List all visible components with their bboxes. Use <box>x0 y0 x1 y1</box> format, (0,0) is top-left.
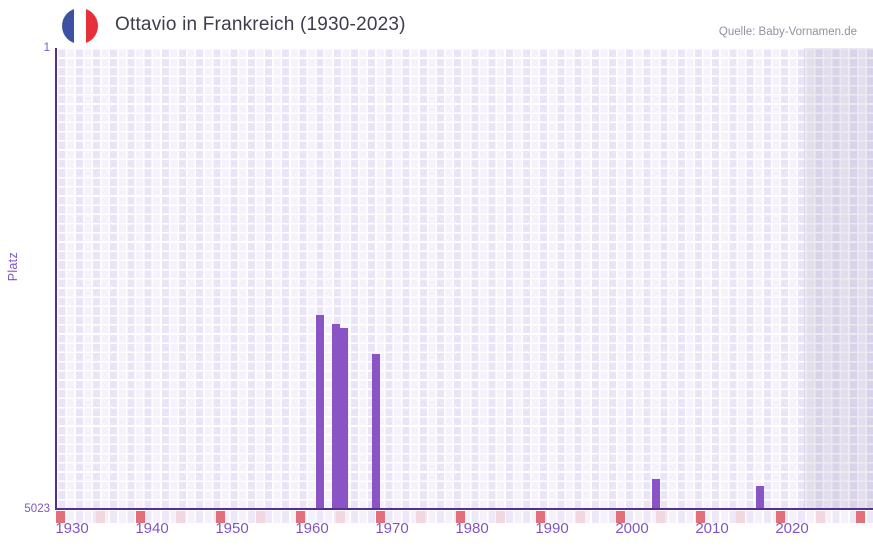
decade-tick-mark <box>695 511 705 523</box>
half-decade-tick-mark <box>415 511 425 523</box>
y-axis-line <box>55 48 57 510</box>
decade-tick-mark <box>135 511 145 523</box>
x-tick-label-1960: 1960 <box>295 520 329 537</box>
plot-area[interactable] <box>57 48 873 508</box>
x-tick-label-2000: 2000 <box>615 520 649 537</box>
half-decade-tick-mark <box>815 511 825 523</box>
decade-tick-mark <box>535 511 545 523</box>
x-tick-label-2010: 2010 <box>695 520 729 537</box>
decade-tick-mark <box>375 511 385 523</box>
flag-stripe-white <box>74 8 86 44</box>
half-decade-tick-mark <box>255 511 265 523</box>
bar-1961[interactable] <box>316 314 324 508</box>
flag-stripe-blue <box>62 8 74 44</box>
y-tick-label-top: 1 <box>43 42 50 54</box>
decade-tick-mark <box>295 511 305 523</box>
bar-1968[interactable] <box>372 354 380 508</box>
half-decade-tick-mark <box>95 511 105 523</box>
x-tick-label-1950: 1950 <box>215 520 249 537</box>
x-axis-line <box>55 508 873 510</box>
source-credit: Quelle: Baby-Vornamen.de <box>718 26 857 38</box>
x-tick-label-1980: 1980 <box>455 520 489 537</box>
x-tick-label-1990: 1990 <box>535 520 569 537</box>
half-decade-tick-mark <box>735 511 745 523</box>
x-tick-label-2020: 2020 <box>775 520 809 537</box>
flag-stripe-red <box>86 8 98 44</box>
bar-2016[interactable] <box>756 485 764 508</box>
decade-tick-mark <box>855 511 865 523</box>
x-tick-label-1940: 1940 <box>135 520 169 537</box>
half-decade-tick-mark <box>655 511 665 523</box>
future-years-shade <box>804 48 873 508</box>
bar-1963[interactable] <box>332 323 340 508</box>
decade-tick-mark <box>55 511 65 523</box>
bar-1964[interactable] <box>340 328 348 508</box>
bar-2003[interactable] <box>652 479 660 508</box>
decade-tick-mark <box>455 511 465 523</box>
half-decade-tick-mark <box>335 511 345 523</box>
decade-tick-mark <box>215 511 225 523</box>
y-axis-title: Platz <box>6 252 20 282</box>
half-decade-tick-mark <box>575 511 585 523</box>
decade-tick-mark <box>775 511 785 523</box>
chart-title: Ottavio in Frankreich (1930-2023) <box>115 14 406 35</box>
x-tick-label-1930: 1930 <box>55 520 89 537</box>
half-decade-tick-mark <box>175 511 185 523</box>
x-tick-label-1970: 1970 <box>375 520 409 537</box>
france-flag-icon <box>62 8 98 44</box>
decade-tick-mark <box>615 511 625 523</box>
x-tick-strip <box>55 511 873 523</box>
half-decade-tick-mark <box>495 511 505 523</box>
y-tick-label-bottom: 5023 <box>24 503 50 515</box>
